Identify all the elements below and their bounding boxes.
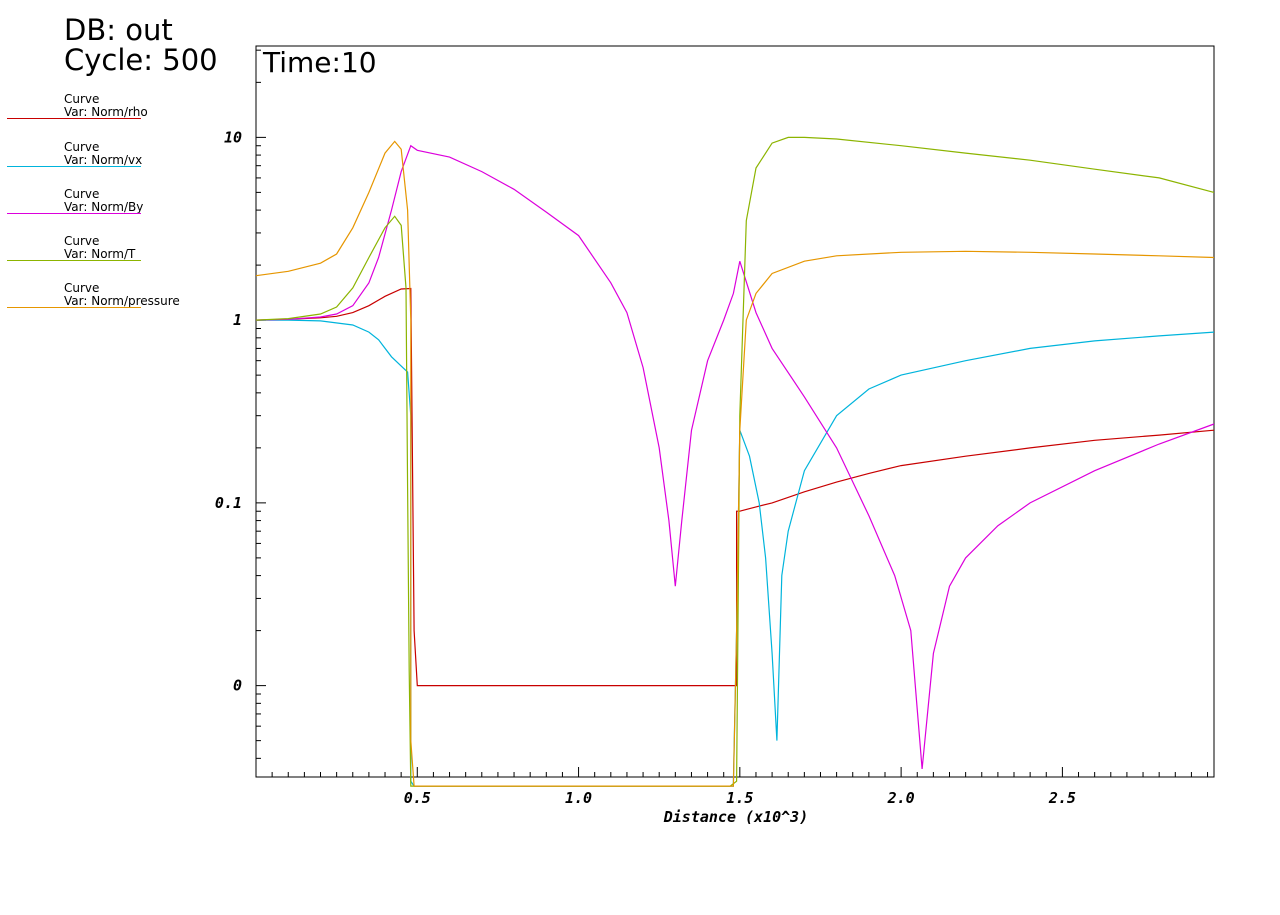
x-tick-label: 0.5 bbox=[404, 789, 431, 807]
legend-swatch bbox=[7, 118, 141, 119]
legend-title: Curve bbox=[64, 234, 100, 248]
legend-var: Var: Norm/pressure bbox=[64, 294, 180, 308]
series-line-norm-vx bbox=[256, 319, 1215, 787]
x-tick-label: 1.5 bbox=[726, 789, 753, 807]
db-label: DB: out bbox=[64, 13, 173, 47]
legend-title: Curve bbox=[64, 92, 100, 106]
axis-ticks bbox=[256, 49, 1209, 777]
tick-labels: 0.5 1.0 1.5 2.0 2.5 0 0.1 1 10 bbox=[215, 128, 1076, 807]
x-tick-label: 2.0 bbox=[887, 789, 915, 807]
legend-title: Curve bbox=[64, 281, 100, 295]
legend-var: Var: Norm/vx bbox=[64, 153, 143, 167]
legend-title: Curve bbox=[64, 187, 100, 201]
legend-entry-t: Curve Var: Norm/T bbox=[0, 235, 200, 265]
chart-title: Time:10 bbox=[262, 46, 377, 79]
legend-entry-rho: Curve Var: Norm/rho bbox=[0, 93, 200, 123]
y-tick-label: 10 bbox=[224, 128, 242, 146]
legend-title: Curve bbox=[64, 140, 100, 154]
legend-swatch bbox=[7, 213, 141, 214]
legend-entry-vx: Curve Var: Norm/vx bbox=[0, 141, 200, 171]
y-tick-label: 0 bbox=[233, 677, 242, 695]
series-group bbox=[255, 136, 1215, 787]
series-line-norm-pressure bbox=[255, 140, 1215, 787]
legend-var: Var: Norm/rho bbox=[64, 105, 148, 119]
x-tick-label: 2.5 bbox=[1048, 789, 1076, 807]
legend-var: Var: Norm/T bbox=[64, 247, 136, 261]
cycle-label: Cycle: 500 bbox=[64, 43, 218, 77]
legend-var: Var: Norm/By bbox=[64, 200, 144, 214]
x-tick-label: 1.0 bbox=[565, 789, 592, 807]
series-line-norm-rho bbox=[255, 287, 1215, 687]
plot-frame bbox=[255, 45, 1215, 778]
legend-swatch bbox=[7, 166, 141, 167]
y-tick-label: 0.1 bbox=[215, 494, 242, 512]
legend-swatch bbox=[7, 260, 141, 261]
legend-entry-by: Curve Var: Norm/By bbox=[0, 188, 200, 218]
legend-entry-pressure: Curve Var: Norm/pressure bbox=[0, 282, 200, 312]
x-axis-label: Distance (x10^3) bbox=[663, 808, 809, 826]
y-tick-label: 1 bbox=[233, 311, 242, 329]
legend-swatch bbox=[7, 307, 141, 308]
series-line-norm-by bbox=[255, 144, 1215, 769]
